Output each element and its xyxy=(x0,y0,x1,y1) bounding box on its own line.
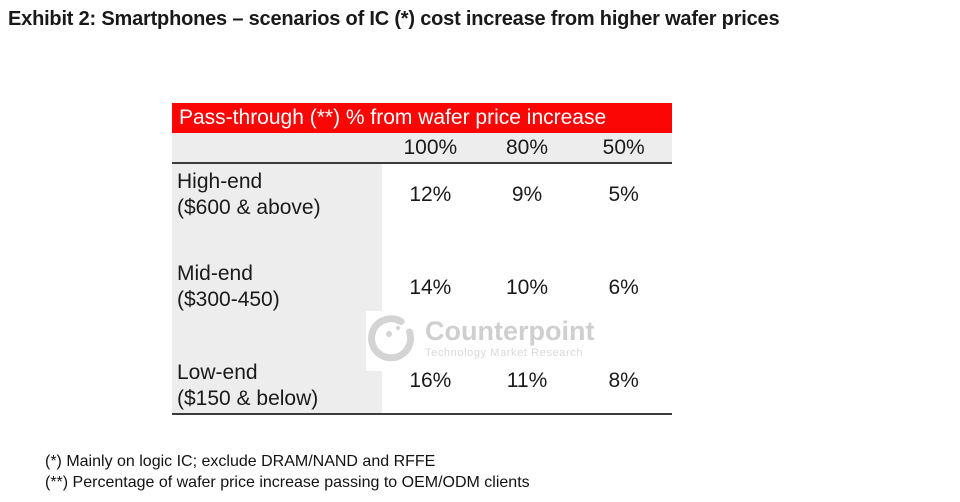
segment-name: High-end xyxy=(177,170,263,193)
cell-high-end-100: 12% xyxy=(409,183,452,206)
cell-mid-end-50: 6% xyxy=(608,276,639,299)
cell-mid-end-100: 14% xyxy=(409,276,452,299)
cell-low-end-100: 16% xyxy=(409,369,452,392)
table-banner: Pass-through (**) % from wafer price inc… xyxy=(172,103,672,133)
table-row-mid-end: Mid-end ($300-450) 14% 10% 6% xyxy=(172,256,672,355)
column-header-80pct: 80% xyxy=(505,135,549,159)
segment-price-range: ($600 & above) xyxy=(177,196,321,219)
row-label-mid-end: Mid-end ($300-450) xyxy=(172,256,382,355)
cell-high-end-50: 5% xyxy=(608,183,639,206)
cell-high-end-80: 9% xyxy=(511,183,543,206)
segment-price-range: ($300-450) xyxy=(177,288,280,311)
cell-low-end-80: 11% xyxy=(506,369,548,392)
column-header-50pct: 50% xyxy=(602,135,645,159)
column-header-row: 100% 80% 50% xyxy=(172,133,672,164)
table-row-high-end: High-end ($600 & above) 12% 9% 5% xyxy=(172,164,672,256)
table-row-low-end: Low-end ($150 & below) 16% 11% 8% xyxy=(172,355,672,413)
exhibit-title: Exhibit 2: Smartphones – scenarios of IC… xyxy=(8,8,780,30)
segment-price-range: ($150 & below) xyxy=(177,387,319,410)
row-label-high-end: High-end ($600 & above) xyxy=(172,164,382,256)
footnote-logic-ic: (*) Mainly on logic IC; exclude DRAM/NAN… xyxy=(45,453,436,470)
cell-low-end-50: 8% xyxy=(608,369,639,392)
pass-through-table: Pass-through (**) % from wafer price inc… xyxy=(172,103,672,415)
column-header-100pct: 100% xyxy=(403,135,458,159)
cell-mid-end-80: 10% xyxy=(505,276,549,299)
segment-name: Mid-end xyxy=(177,262,253,285)
segment-name: Low-end xyxy=(177,361,258,384)
footnotes: (*) Mainly on logic IC; exclude DRAM/NAN… xyxy=(45,451,530,493)
row-label-low-end: Low-end ($150 & below) xyxy=(172,355,382,413)
footnote-pass-through: (**) Percentage of wafer price increase … xyxy=(45,474,530,491)
